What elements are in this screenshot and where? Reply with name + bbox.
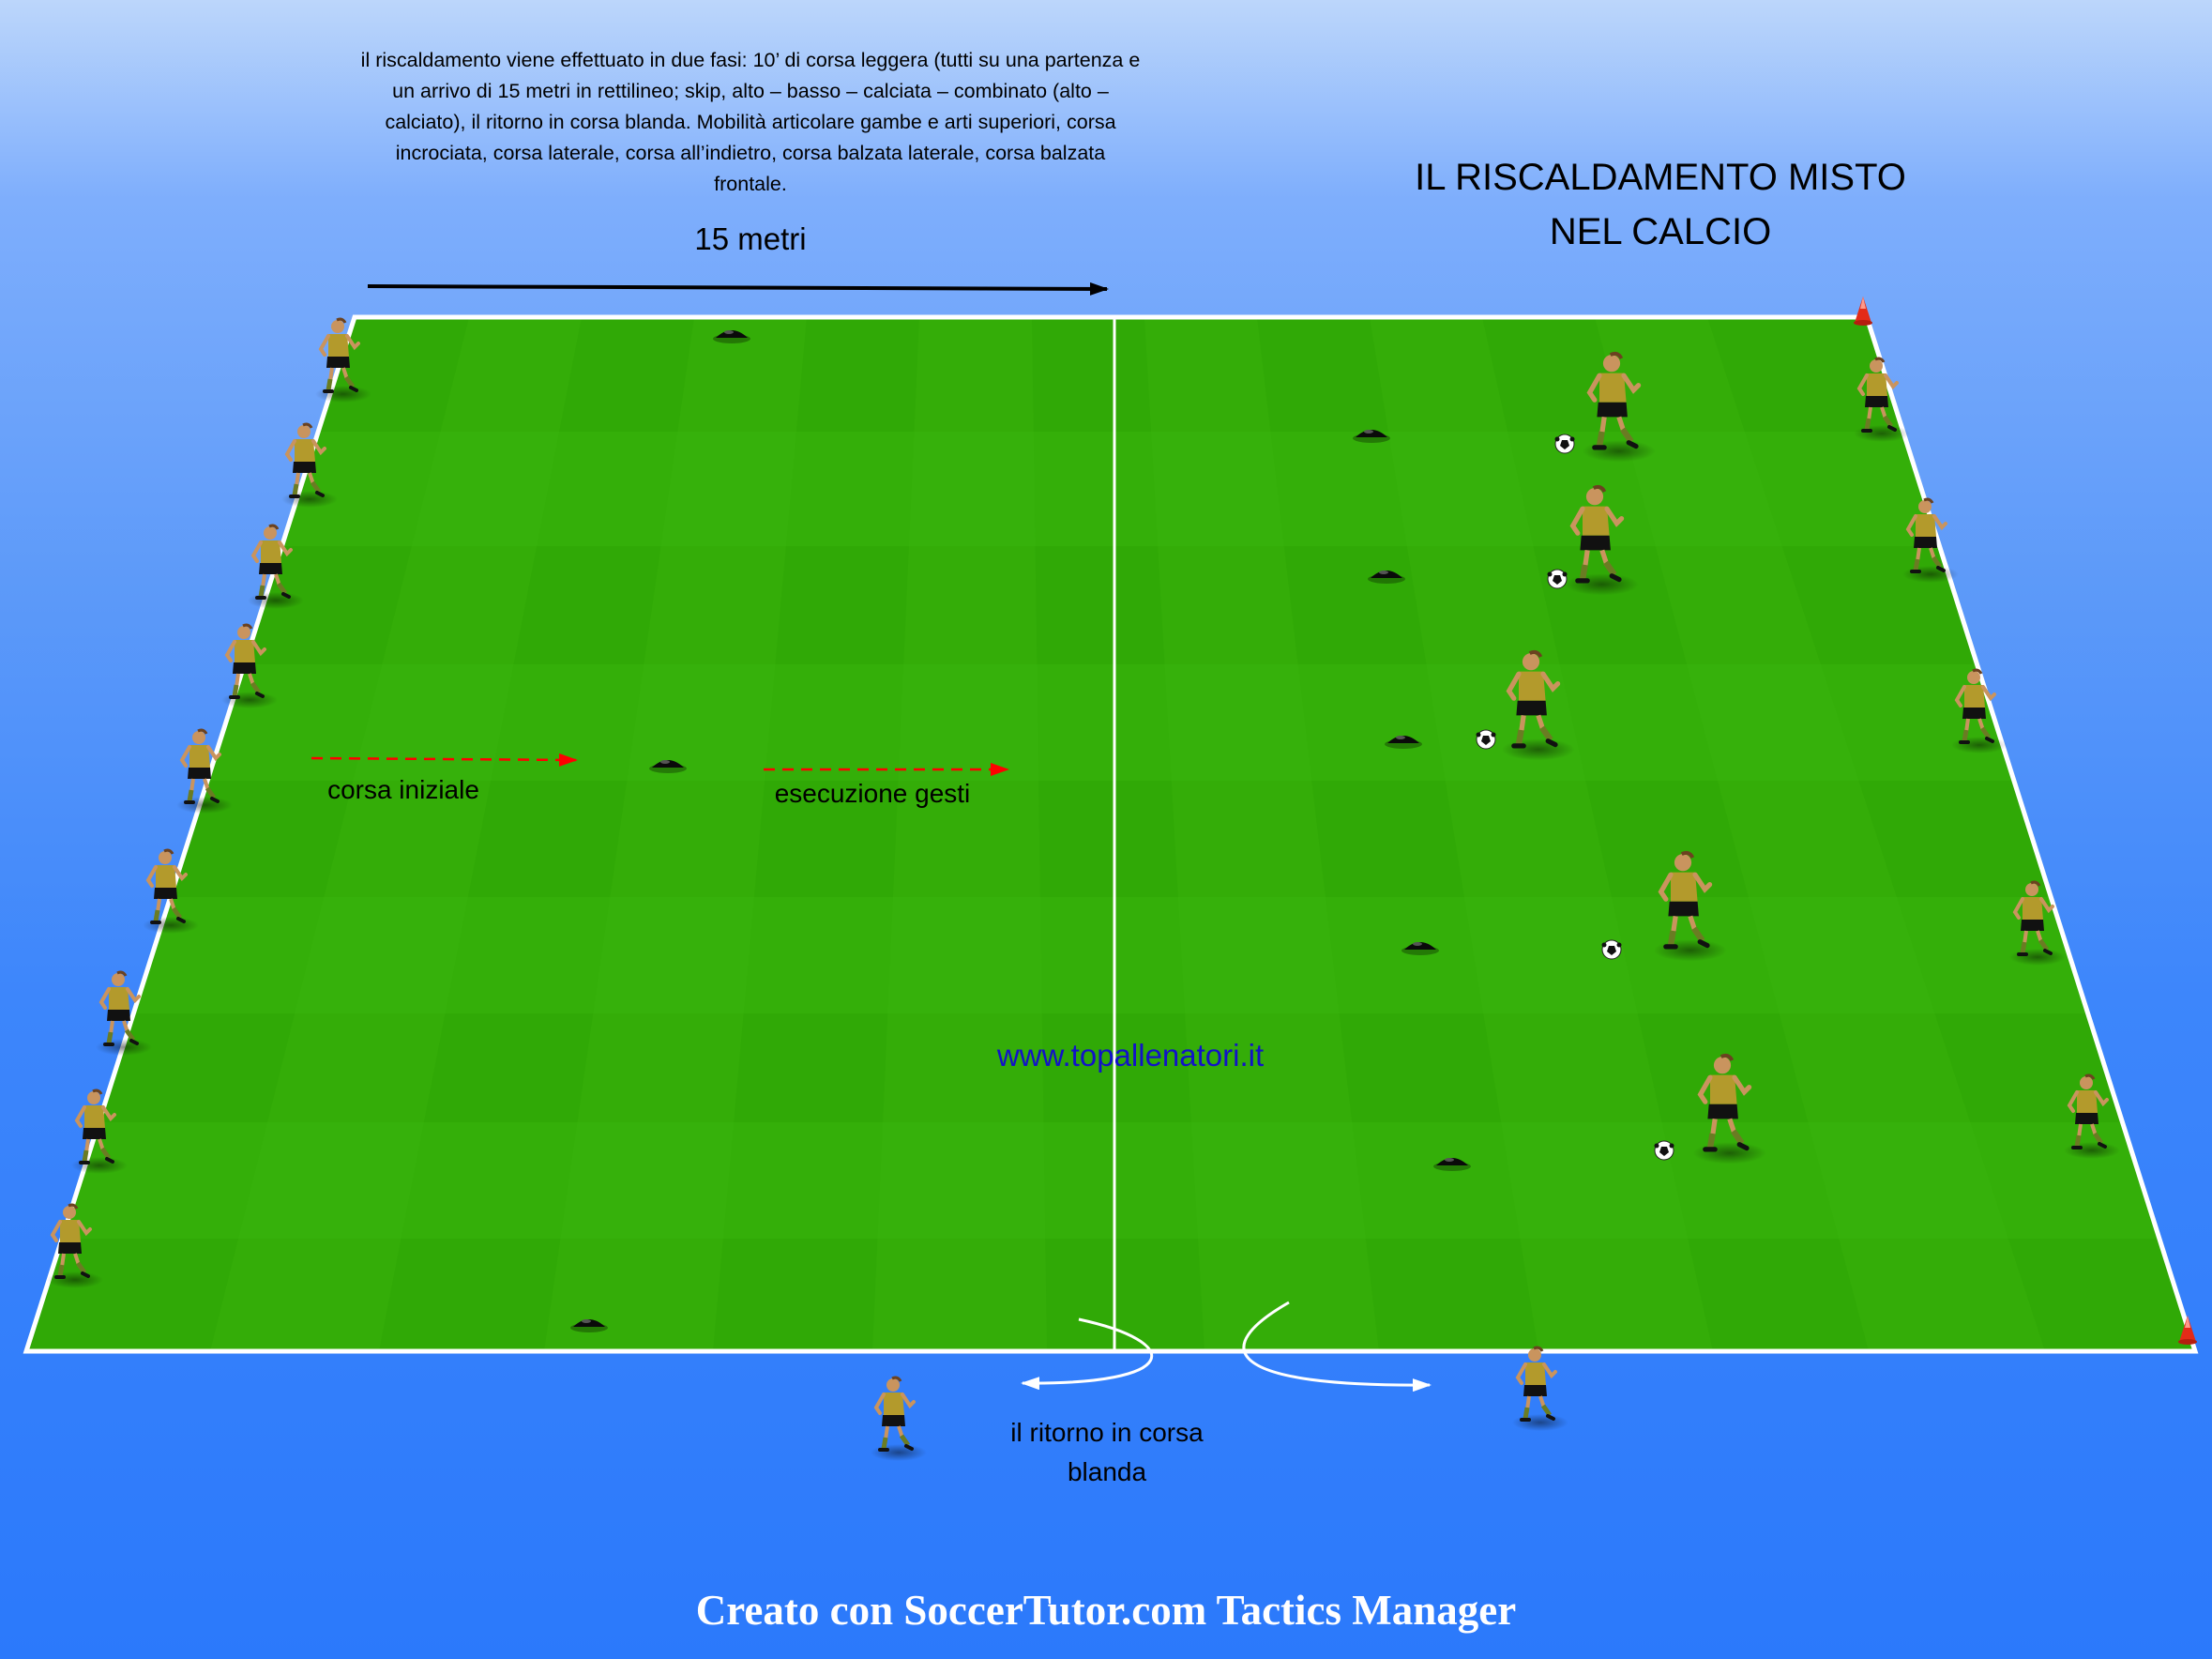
run-start-label: corsa iniziale bbox=[327, 775, 479, 804]
page-title: IL RISCALDAMENTO MISTO NEL CALCIO bbox=[1313, 150, 2007, 259]
player-icon bbox=[871, 1377, 927, 1461]
footer-credit: Creato con SoccerTutor.com Tactics Manag… bbox=[695, 1587, 1517, 1634]
exercise-description: il riscaldamento viene effettuato in due… bbox=[360, 49, 1141, 195]
distance-arrow bbox=[367, 282, 1109, 296]
return-arrow-left bbox=[1021, 1317, 1153, 1391]
return-label-line-2: blanda bbox=[1067, 1457, 1147, 1486]
gestures-label: esecuzione gesti bbox=[774, 779, 971, 808]
distance-label: 15 metri bbox=[694, 221, 807, 256]
ball-icon bbox=[1554, 434, 1575, 454]
website-link[interactable]: www.topallenatori.it bbox=[996, 1038, 1265, 1073]
ball-icon bbox=[1601, 939, 1622, 960]
title-line-2: NEL CALCIO bbox=[1549, 211, 1772, 252]
run-start-arrow bbox=[311, 753, 578, 767]
return-arrow-right bbox=[1242, 1301, 1432, 1393]
corner-cone-icon bbox=[1854, 297, 1872, 326]
return-label-line-1: il ritorno in corsa bbox=[1010, 1418, 1204, 1447]
player-icon bbox=[1512, 1347, 1568, 1431]
ball-icon bbox=[1654, 1140, 1674, 1161]
pitch-boundary-line bbox=[23, 314, 2199, 1354]
title-line-1: IL RISCALDAMENTO MISTO bbox=[1415, 157, 1906, 198]
ball-icon bbox=[1476, 729, 1496, 750]
pitch-surface bbox=[23, 314, 2199, 1354]
ball-icon bbox=[1547, 569, 1568, 589]
return-label: il ritorno in corsa blanda bbox=[957, 1413, 1257, 1492]
